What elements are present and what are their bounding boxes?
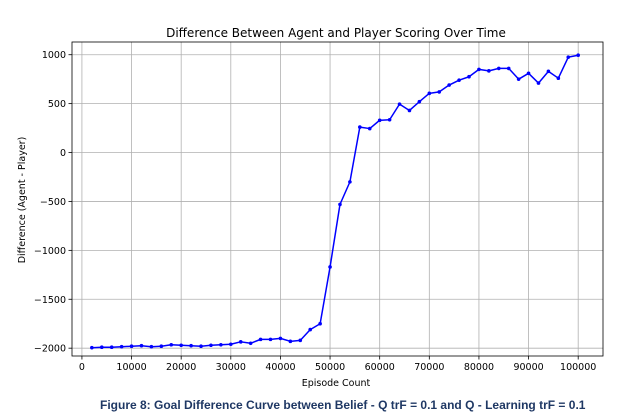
data-point	[119, 344, 124, 349]
data-point	[506, 66, 511, 71]
data-point	[238, 340, 243, 344]
data-point	[477, 67, 481, 72]
data-point	[308, 327, 313, 332]
y-tick-label: 1000	[42, 50, 66, 61]
data-point	[229, 342, 233, 347]
y-axis-label: Difference (Agent - Player)	[17, 137, 28, 264]
data-point	[338, 202, 342, 207]
data-point	[556, 76, 561, 80]
x-tick-label: 30000	[216, 362, 246, 373]
data-point	[427, 91, 432, 96]
data-point	[576, 53, 580, 58]
data-point	[516, 77, 521, 81]
data-point	[169, 342, 174, 347]
y-tick-label: −500	[40, 197, 66, 208]
data-point	[199, 344, 203, 349]
x-tick-label: 60000	[365, 362, 395, 373]
data-point	[496, 66, 501, 71]
data-point	[248, 341, 253, 346]
data-point	[109, 345, 114, 349]
x-tick-label: 80000	[464, 362, 494, 373]
data-point	[149, 344, 154, 349]
chart-title: Difference Between Agent and Player Scor…	[166, 26, 506, 40]
y-tick-label: −2000	[34, 344, 66, 355]
data-point	[536, 81, 541, 85]
data-point	[159, 344, 164, 349]
data-point	[348, 180, 352, 184]
data-point	[189, 343, 193, 348]
y-tick-label: −1500	[34, 295, 66, 306]
tick-layer: 0 10000 20000 30000 40000 50000 60000 70000 8000…	[34, 50, 596, 373]
data-point	[358, 125, 362, 129]
x-tick-label: 40000	[265, 362, 295, 373]
data-point	[99, 345, 104, 349]
data-point	[179, 343, 183, 348]
data-point	[447, 83, 451, 87]
y-tick-label: −1000	[34, 246, 66, 257]
data-point	[90, 345, 94, 350]
x-tick-label: 90000	[513, 362, 543, 373]
data-point	[318, 321, 322, 326]
data-point	[566, 55, 571, 59]
data-point	[258, 337, 263, 342]
data-point	[328, 265, 332, 269]
data-point	[288, 339, 293, 344]
data-point	[367, 126, 372, 131]
y-tick-label: 0	[60, 148, 66, 159]
data-point	[268, 337, 273, 342]
x-axis-label: Episode Count	[302, 378, 371, 389]
data-point	[387, 117, 392, 122]
x-tick-label: 100000	[560, 362, 596, 373]
data-point	[526, 71, 531, 76]
data-point	[417, 99, 422, 104]
data-point	[298, 338, 303, 343]
x-tick-label: 10000	[116, 362, 146, 373]
data-point	[467, 74, 471, 79]
plot-frame	[71, 41, 604, 357]
data-point	[139, 343, 144, 348]
data-point	[209, 343, 213, 348]
data-point	[377, 118, 382, 123]
data-point	[219, 342, 223, 347]
data-point	[437, 90, 442, 94]
data-point	[278, 336, 283, 341]
data-point	[397, 102, 402, 106]
x-tick-label: 50000	[315, 362, 345, 373]
x-tick-label: 20000	[166, 362, 196, 373]
data-point	[129, 344, 134, 349]
series-layer	[90, 53, 580, 350]
y-tick-label: 500	[48, 99, 66, 110]
data-point	[487, 69, 491, 73]
x-tick-label: 70000	[414, 362, 444, 373]
data-point	[457, 78, 461, 82]
figure-caption: Figure 8: Goal Difference Curve between …	[100, 398, 586, 412]
data-point	[546, 69, 551, 74]
grid-layer	[72, 42, 603, 356]
data-point	[407, 108, 412, 113]
x-tick-label: 0	[79, 362, 85, 373]
